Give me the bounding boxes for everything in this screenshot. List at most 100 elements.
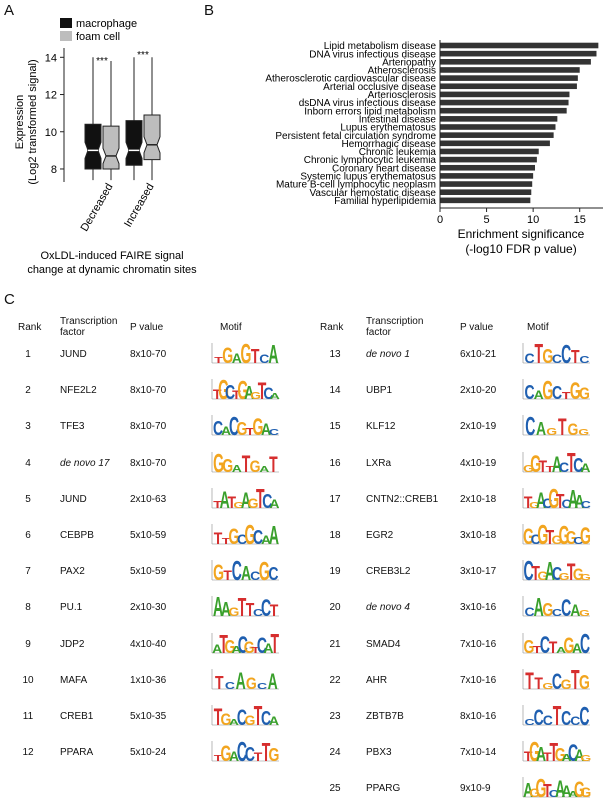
svg-text:T: T [538, 458, 547, 476]
svg-text:T: T [251, 344, 260, 367]
pvalue-cell: 5x10-35 [130, 711, 167, 722]
tf-cell: UBP1 [366, 385, 393, 397]
rank-cell: 9 [25, 638, 31, 650]
svg-text:C: C [268, 564, 278, 584]
svg-text:C: C [573, 453, 583, 476]
category-label-decreased: Decreased [79, 182, 116, 234]
svg-text:T: T [531, 562, 540, 585]
svg-text:G: G [222, 456, 233, 476]
svg-text:G: G [213, 450, 224, 476]
rank-cell: 2 [25, 385, 31, 397]
y-tick-label-8: 8 [51, 164, 57, 176]
tf-cell: ZBTB7B [366, 711, 404, 722]
tf-cell: AHR [366, 674, 388, 686]
svg-text:A: A [536, 743, 546, 766]
svg-text:T: T [215, 673, 224, 693]
header-motif-right: Motif [527, 322, 549, 333]
svg-text:G: G [546, 426, 557, 438]
box-macrophage-increased [125, 57, 143, 181]
significance-decreased: *** [96, 56, 108, 67]
rank-cell: 6 [25, 530, 31, 541]
svg-text:C: C [581, 499, 591, 511]
panel-letter-a: A [4, 2, 15, 19]
svg-text:G: G [555, 745, 566, 765]
svg-text:G: G [561, 676, 572, 692]
bar-label-3: Arteriopathy [382, 57, 436, 68]
pvalue-cell: 3x10-18 [460, 530, 497, 541]
svg-text:G: G [564, 632, 575, 656]
svg-text:A: A [562, 783, 572, 801]
svg-text:T: T [550, 739, 559, 765]
svg-text:C: C [262, 489, 272, 512]
svg-text:G: G [524, 637, 535, 657]
svg-text:A: A [259, 465, 270, 474]
svg-text:G: G [530, 451, 541, 476]
header-rank-right: Rank [320, 322, 344, 333]
bar-label-5: Atherosclerotic cardiovascular disease [265, 74, 436, 85]
bar-label-16: Coronary heart disease [332, 163, 436, 174]
bar-18 [440, 181, 533, 187]
svg-text:T: T [214, 755, 223, 764]
svg-text:T: T [558, 415, 567, 440]
svg-text:A: A [580, 460, 591, 474]
header-rank-left: Rank [18, 322, 42, 333]
tf-cell: de novo 4 [366, 602, 410, 614]
rank-cell: 3 [25, 421, 31, 433]
svg-text:C: C [213, 417, 223, 440]
svg-text:T: T [256, 486, 265, 512]
svg-text:T: T [242, 451, 251, 476]
box-foam-cell-increased [143, 57, 161, 181]
pvalue-cell: 5x10-24 [130, 747, 167, 759]
header-tf-left: Transcription factor [60, 316, 117, 338]
svg-text:A: A [236, 668, 246, 693]
svg-text:G: G [566, 528, 577, 548]
svg-text:A: A [231, 643, 241, 655]
tf-cell: EGR2 [366, 530, 394, 541]
rank-cell: 23 [329, 711, 341, 722]
svg-text:G: G [269, 745, 280, 765]
svg-text:T: T [534, 341, 543, 367]
bar-label-10: Intestinal disease [359, 114, 437, 125]
svg-text:T: T [546, 525, 555, 548]
svg-text:G: G [246, 675, 257, 693]
tf-cell: MAFA [60, 674, 88, 686]
category-label-increased: Increased [122, 182, 157, 230]
header-tf-right: Transcription factor [366, 316, 423, 338]
tf-cell: PBX3 [366, 747, 392, 759]
bar-label-15: Chronic lymphocytic leukemia [304, 155, 437, 166]
svg-text:T: T [553, 703, 562, 729]
bar-13 [440, 140, 550, 147]
svg-text:A: A [221, 424, 232, 438]
bar-7 [440, 91, 570, 98]
svg-text:C: C [237, 705, 247, 729]
svg-text:A: A [261, 533, 272, 547]
svg-text:C: C [559, 458, 569, 474]
svg-text:C: C [580, 631, 590, 657]
bar-17 [440, 173, 534, 179]
pvalue-cell: 4x10-40 [130, 638, 167, 650]
pvalue-cell: 2x10-63 [130, 493, 167, 505]
bar-label-19: Vascular hemostatic disease [309, 188, 436, 199]
svg-text:A: A [556, 646, 567, 655]
x-axis-label-line-1: OxLDL-induced FAIRE signal [40, 250, 183, 262]
svg-text:C: C [250, 569, 261, 583]
svg-text:G: G [244, 639, 255, 657]
svg-text:C: C [261, 706, 271, 729]
bar-label-7: Arteriosclerosis [368, 90, 436, 101]
svg-text:T: T [525, 668, 534, 693]
svg-text:G: G [536, 775, 547, 801]
svg-text:G: G [529, 739, 540, 765]
svg-text:C: C [561, 706, 571, 729]
svg-text:A: A [562, 752, 572, 764]
bar-3 [440, 59, 591, 65]
y-tick-label-14: 14 [45, 52, 57, 64]
tf-cell: PAX2 [60, 566, 85, 578]
svg-text:C: C [257, 632, 267, 656]
svg-text:G: G [222, 343, 233, 367]
svg-text:G: G [574, 777, 585, 801]
box-macrophage-decreased [84, 57, 102, 181]
